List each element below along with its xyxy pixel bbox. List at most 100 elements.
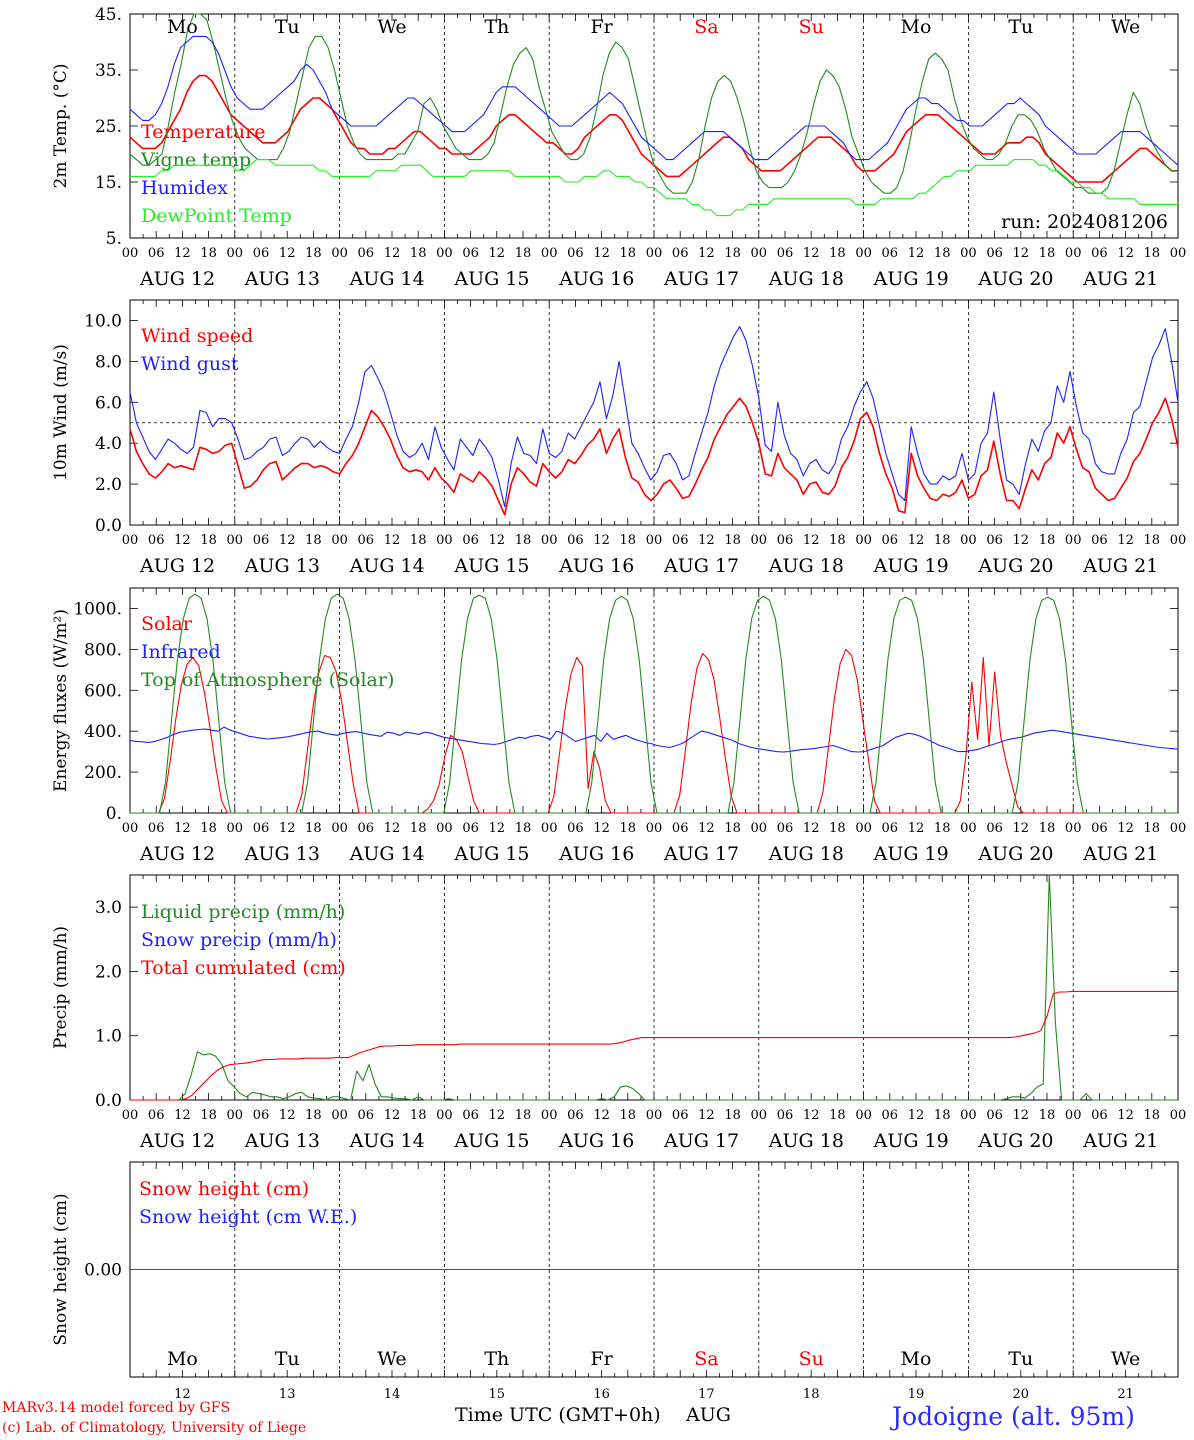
- date-label: AUG 19: [873, 843, 949, 865]
- y-tick-label: 600.: [84, 681, 122, 701]
- hour-tick-label: 18: [829, 246, 846, 261]
- hour-tick-label: 12: [384, 533, 401, 548]
- date-label: AUG 18: [768, 555, 844, 577]
- y-axis-label: Snow height (cm): [51, 1193, 71, 1345]
- hour-tick-label: 00: [1065, 1108, 1082, 1123]
- hour-tick-label: 18: [1039, 821, 1056, 836]
- y-tick-label: 2.0: [95, 475, 122, 495]
- month-label: AUG: [686, 1404, 731, 1426]
- y-axis-label: Energy fluxes (W/m²): [51, 609, 71, 792]
- hour-tick-label: 18: [305, 821, 322, 836]
- date-label: AUG 18: [768, 268, 844, 290]
- hour-tick-label: 12: [593, 1108, 610, 1123]
- hour-tick-label: 00: [436, 1108, 453, 1123]
- y-tick-label: 25.: [95, 117, 122, 137]
- hour-tick-label: 06: [253, 821, 270, 836]
- hour-tick-label: 12: [384, 1108, 401, 1123]
- date-label: AUG 21: [1082, 268, 1158, 290]
- hour-tick-label: 06: [358, 821, 375, 836]
- date-label: AUG 19: [873, 268, 949, 290]
- hour-tick-label: 00: [646, 1108, 663, 1123]
- day-name-label: Mo: [167, 1348, 198, 1370]
- hour-tick-label: 12: [1117, 246, 1134, 261]
- day-name-label: Th: [484, 1348, 509, 1370]
- y-tick-label: 4.0: [95, 434, 122, 454]
- hour-tick-label: 12: [279, 1108, 296, 1123]
- date-label: AUG 21: [1082, 1130, 1158, 1152]
- date-label: AUG 20: [977, 555, 1053, 577]
- hour-tick-label: 12: [698, 821, 715, 836]
- hour-tick-label: 00: [855, 1108, 872, 1123]
- hour-tick-label: 12: [1013, 1108, 1030, 1123]
- date-label: AUG 15: [453, 555, 529, 577]
- day-number-label: 15: [489, 1387, 506, 1402]
- copyright-credit: (c) Lab. of Climatology, University of L…: [2, 1420, 307, 1436]
- hour-tick-label: 06: [1091, 821, 1108, 836]
- day-name-label: Mo: [901, 16, 932, 38]
- hour-tick-label: 12: [174, 821, 191, 836]
- day-name-label: Mo: [167, 16, 198, 38]
- legend-entry: Total cumulated (cm): [141, 957, 346, 979]
- date-label: AUG 13: [244, 268, 320, 290]
- hour-tick-label: 12: [489, 1108, 506, 1123]
- plot-frame: [129, 299, 1179, 526]
- date-label: AUG 21: [1082, 555, 1158, 577]
- date-label: AUG 20: [977, 268, 1053, 290]
- hour-tick-label: 12: [593, 821, 610, 836]
- legend-entry: Infrared: [141, 641, 221, 663]
- hour-tick-label: 00: [227, 821, 244, 836]
- hour-tick-label: 06: [882, 821, 899, 836]
- hour-tick-label: 06: [986, 533, 1003, 548]
- day-number-label: 20: [1013, 1387, 1030, 1402]
- hour-tick-label: 12: [1013, 533, 1030, 548]
- model-credit: MARv3.14 model forced by GFS: [2, 1400, 231, 1416]
- day-name-label: Tu: [275, 1348, 300, 1370]
- hour-tick-label: 18: [620, 821, 637, 836]
- date-label: AUG 16: [558, 268, 634, 290]
- date-label: AUG 21: [1082, 843, 1158, 865]
- hour-tick-label: 12: [593, 246, 610, 261]
- day-number-label: 19: [908, 1387, 925, 1402]
- hour-tick-label: 00: [855, 246, 872, 261]
- y-axis-label: 2m Temp. (°C): [51, 63, 71, 188]
- hour-tick-label: 18: [934, 1108, 951, 1123]
- hour-tick-label: 18: [305, 533, 322, 548]
- hour-tick-label: 00: [331, 533, 348, 548]
- hour-tick-label: 06: [986, 821, 1003, 836]
- series-line-1: [129, 726, 1179, 753]
- legend-entry: DewPoint Temp: [141, 205, 292, 227]
- legend-entry: Liquid precip (mm/h): [141, 901, 345, 923]
- hour-tick-label: 12: [698, 533, 715, 548]
- hour-tick-label: 00: [122, 246, 139, 261]
- legend-entry: Wind speed: [141, 325, 253, 347]
- date-label: AUG 17: [663, 268, 739, 290]
- date-label: AUG 12: [139, 1130, 215, 1152]
- y-tick-label: 800.: [84, 640, 122, 660]
- hour-tick-label: 18: [305, 246, 322, 261]
- hour-tick-label: 06: [777, 533, 794, 548]
- date-label: AUG 12: [139, 268, 215, 290]
- hour-tick-label: 18: [1039, 1108, 1056, 1123]
- hour-tick-label: 12: [908, 821, 925, 836]
- date-label: AUG 18: [768, 843, 844, 865]
- date-label: AUG 15: [453, 1130, 529, 1152]
- y-tick-label: 3.0: [95, 898, 122, 918]
- hour-tick-label: 12: [279, 821, 296, 836]
- day-number-label: 13: [279, 1387, 296, 1402]
- hour-tick-label: 18: [410, 533, 427, 548]
- hour-tick-label: 06: [672, 246, 689, 261]
- hour-tick-label: 00: [122, 533, 139, 548]
- series-line-0: [129, 397, 1179, 516]
- y-tick-label: 45.: [95, 5, 122, 25]
- day-number-label: 16: [593, 1387, 610, 1402]
- hour-tick-label: 00: [1065, 821, 1082, 836]
- hour-tick-label: 06: [358, 246, 375, 261]
- date-label: AUG 19: [873, 1130, 949, 1152]
- hour-tick-label: 18: [620, 1108, 637, 1123]
- y-tick-label: 0.: [106, 804, 122, 824]
- day-number-label: 17: [698, 1387, 715, 1402]
- hour-tick-label: 18: [1039, 533, 1056, 548]
- date-label: AUG 16: [558, 843, 634, 865]
- hour-tick-label: 18: [200, 1108, 217, 1123]
- hour-tick-label: 12: [1117, 1108, 1134, 1123]
